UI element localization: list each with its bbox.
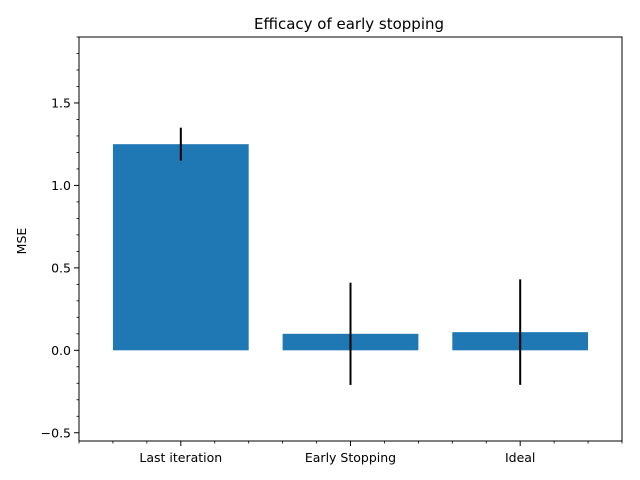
chart-title: Efficacy of early stopping — [254, 15, 444, 33]
y-tick-label: 1.0 — [51, 178, 71, 193]
y-tick-label: 1.5 — [51, 95, 71, 110]
y-tick-label: 0.0 — [51, 343, 71, 358]
x-tick-label: Ideal — [505, 450, 535, 465]
y-axis-label: MSE — [14, 228, 29, 255]
y-tick-label: −0.5 — [41, 425, 71, 440]
y-tick-label: 0.5 — [51, 260, 71, 275]
x-tick-label: Last iteration — [139, 450, 222, 465]
plot-area: −0.5 0.0 0.5 1.0 1.5 Last iteration Early Stop… — [41, 36, 623, 465]
axes-frame — [78, 36, 623, 442]
bar — [112, 144, 249, 351]
x-tick-label: Early Stopping — [305, 450, 396, 465]
